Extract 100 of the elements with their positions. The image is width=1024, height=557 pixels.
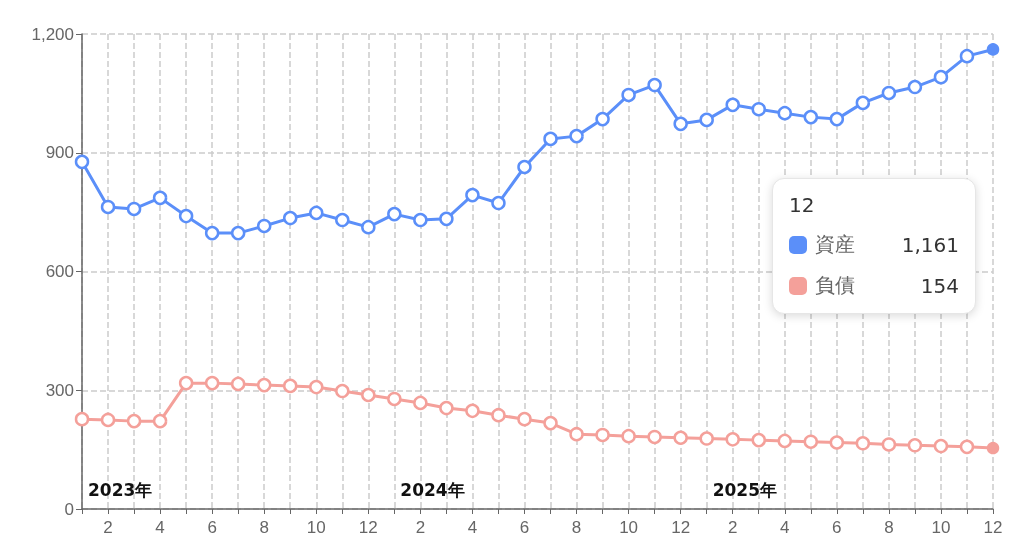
x-tick-label: 4 — [780, 518, 790, 537]
y-tick-label: 900 — [45, 143, 74, 163]
point — [855, 95, 871, 111]
point — [335, 212, 350, 228]
point — [569, 426, 584, 442]
point — [517, 159, 532, 175]
x-tick-label: 10 — [619, 518, 639, 537]
point — [881, 85, 897, 101]
point — [933, 69, 949, 85]
point — [465, 403, 480, 419]
annotation: 2023年 — [88, 479, 153, 500]
point — [204, 225, 220, 241]
legend-label: 資産 — [815, 231, 855, 258]
point — [595, 427, 610, 443]
point — [335, 383, 350, 399]
point — [647, 77, 662, 93]
x-tick-label: 8 — [884, 518, 894, 537]
x-tick-label: 4 — [467, 518, 478, 537]
point — [491, 407, 506, 423]
annotation: 154 — [920, 273, 959, 298]
point — [439, 211, 454, 227]
point — [387, 391, 402, 407]
point — [74, 411, 90, 427]
point — [751, 432, 766, 448]
x-tick-label: 10 — [306, 518, 326, 537]
point — [387, 206, 402, 222]
point — [647, 429, 662, 445]
point — [439, 400, 454, 416]
x-tick-label: 12 — [671, 518, 691, 537]
category-label: 12 — [789, 193, 815, 217]
point — [204, 375, 220, 391]
point — [100, 412, 116, 428]
point — [178, 208, 194, 224]
x-tick-label: 6 — [207, 518, 217, 537]
x-tick-label: 4 — [155, 518, 165, 537]
x-tick-label: 2 — [103, 518, 113, 537]
point — [361, 219, 376, 235]
point — [309, 379, 324, 395]
annotation: 1,161 — [901, 232, 959, 257]
x-tick-label: 2 — [727, 518, 738, 537]
point — [595, 111, 610, 127]
point — [855, 436, 871, 451]
x-tick-label: 12 — [983, 518, 1003, 537]
point — [933, 438, 949, 454]
point — [256, 377, 272, 393]
point — [152, 413, 168, 429]
point — [673, 430, 688, 445]
point — [959, 439, 975, 455]
x-tick-label: 8 — [571, 518, 582, 537]
point — [986, 441, 1000, 455]
y-tick-label: 0 — [64, 499, 74, 519]
point — [256, 218, 272, 234]
point — [699, 112, 714, 128]
point — [543, 415, 558, 431]
point — [413, 395, 428, 411]
point — [517, 411, 532, 427]
point — [413, 212, 428, 228]
point — [543, 131, 558, 147]
legend-label: 負債 — [815, 272, 855, 299]
point — [309, 205, 324, 221]
point — [126, 413, 142, 429]
point — [986, 43, 1000, 56]
point — [465, 187, 480, 203]
y-tick-label: 300 — [45, 380, 74, 400]
point — [621, 87, 636, 103]
x-tick-label: 2 — [415, 518, 426, 537]
point — [100, 199, 116, 215]
point — [907, 438, 923, 453]
point — [959, 48, 975, 64]
point — [725, 97, 740, 113]
point — [881, 437, 897, 452]
point — [777, 433, 793, 449]
point — [361, 387, 376, 403]
point — [74, 154, 90, 170]
point — [829, 111, 845, 127]
point — [829, 435, 845, 450]
point — [907, 79, 923, 95]
point — [725, 432, 740, 447]
point — [751, 101, 766, 117]
point — [569, 128, 584, 144]
annotation: 2025年 — [712, 479, 778, 500]
point — [491, 195, 506, 211]
point — [621, 428, 636, 444]
x-tick-label: 6 — [519, 518, 530, 537]
point — [282, 210, 298, 226]
y-tick-label: 600 — [45, 262, 74, 281]
point — [282, 378, 298, 394]
x-tick-label: 12 — [358, 518, 378, 537]
point — [152, 190, 168, 206]
point — [803, 109, 819, 125]
x-tick-label: 6 — [832, 518, 842, 537]
point — [230, 225, 246, 241]
point — [126, 201, 142, 217]
point — [803, 434, 819, 449]
point — [230, 376, 246, 392]
x-tick-label: 10 — [931, 518, 951, 537]
point — [699, 431, 714, 446]
annotation: 2024年 — [400, 479, 465, 500]
point — [178, 375, 194, 391]
point — [777, 105, 793, 121]
